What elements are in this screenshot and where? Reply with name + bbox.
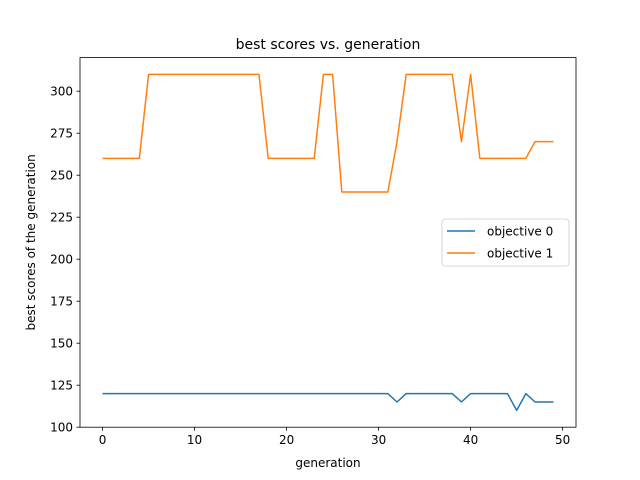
y-tick-label: 100 [50, 421, 73, 435]
chart-title: best scores vs. generation [236, 37, 421, 53]
x-tick-label: 40 [463, 433, 478, 447]
legend: objective 0 objective 1 [441, 218, 570, 267]
y-tick-label: 225 [50, 211, 73, 225]
legend-entry-1: objective 1 [487, 246, 553, 260]
y-tick-label: 150 [50, 337, 73, 351]
x-tick-label: 0 [99, 433, 107, 447]
x-tick-label: 20 [279, 433, 294, 447]
y-tick-label: 275 [50, 127, 73, 141]
y-tick-label: 200 [50, 253, 73, 267]
series-line-1 [102, 73, 554, 193]
x-axis-label: generation [295, 456, 360, 470]
legend-entry-0: objective 0 [487, 224, 553, 238]
plot-frame [79, 57, 577, 428]
y-tick-label: 125 [50, 379, 73, 393]
x-tick-label: 10 [187, 433, 202, 447]
x-tick-label: 30 [371, 433, 386, 447]
y-tick-label: 300 [50, 85, 73, 99]
x-tick-label: 50 [555, 433, 570, 447]
y-tick-label: 175 [50, 295, 73, 309]
series-line-0 [102, 392, 554, 412]
y-tick-label: 250 [50, 169, 73, 183]
y-axis-label: best scores of the generation [24, 154, 38, 330]
